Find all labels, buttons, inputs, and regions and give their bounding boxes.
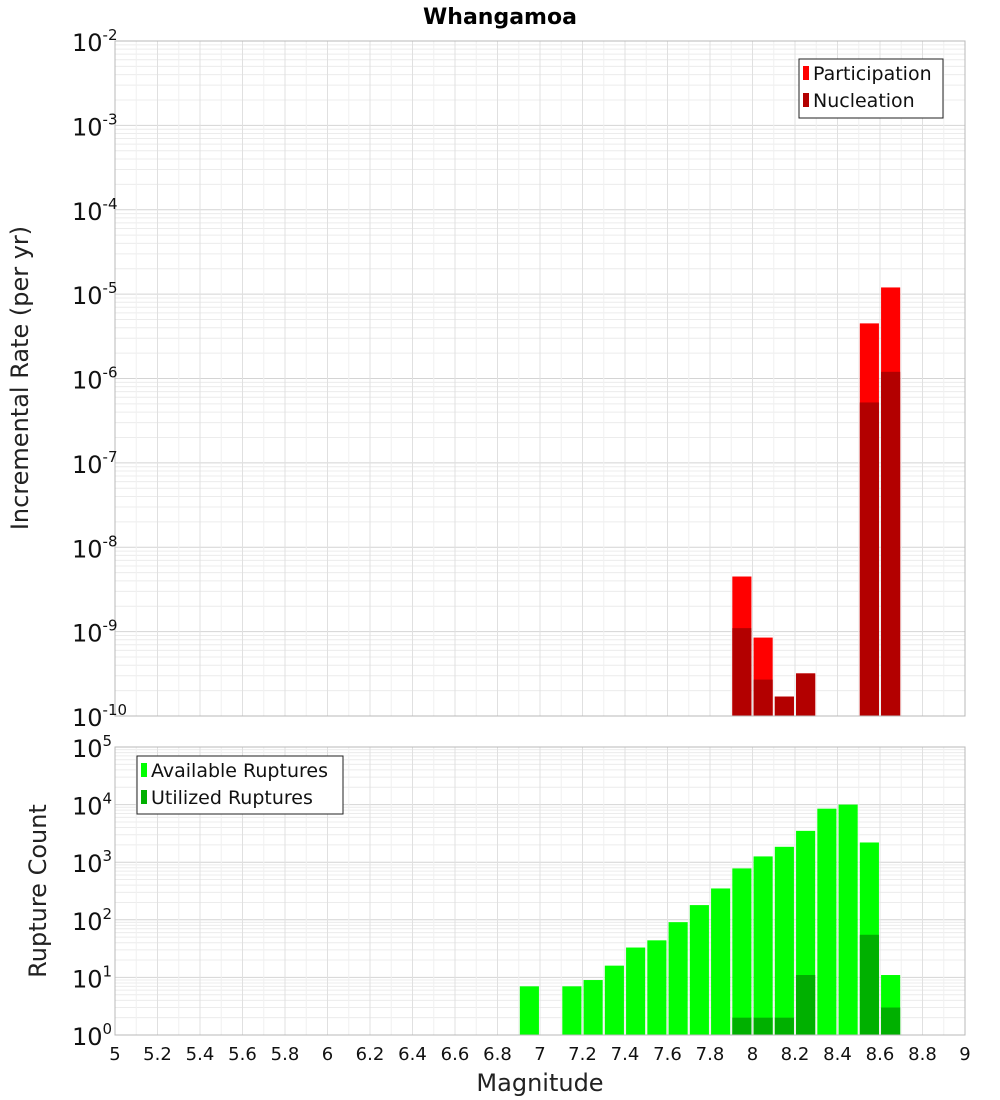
bar: [711, 888, 731, 1035]
grid: [114, 41, 966, 717]
series-utilized-ruptures: [732, 934, 901, 1035]
series-available-ruptures: [519, 804, 901, 1035]
x-ticks: 5 5.2 5.4 5.6 5.8 6 6.2 6.4 6.6 6.8 7 7.2 7.4 7.6 7.8 8…: [109, 1044, 970, 1065]
bar: [817, 808, 837, 1035]
bar: [562, 986, 582, 1035]
chart-title: Whangamoa: [423, 5, 577, 30]
panel-0: 10-10 10-9 10-8 10-7 10-6 10-5 10-4 10-3 10-2 Inc…: [6, 26, 966, 732]
bar: [796, 975, 816, 1035]
bar: [796, 673, 816, 716]
x-tick-label: 7.8: [696, 1044, 725, 1065]
y-tick-label: 10-7: [72, 448, 118, 479]
bar: [583, 980, 603, 1035]
legend-swatch: [803, 93, 809, 107]
x-tick-label: 8.2: [781, 1044, 810, 1065]
y-tick-label: 10-6: [72, 364, 118, 395]
y-tick-label: 10-5: [72, 279, 118, 310]
y-tick-label: 104: [72, 790, 112, 821]
x-tick-label: 5.4: [186, 1044, 215, 1065]
y-tick-label: 10-10: [72, 701, 127, 732]
series-nucleation: [732, 371, 901, 716]
x-axis-label: Magnitude: [476, 1069, 603, 1097]
x-tick-label: 8.6: [866, 1044, 895, 1065]
bar: [881, 1007, 901, 1035]
x-tick-label: 6.6: [441, 1044, 470, 1065]
y-tick-label: 102: [72, 905, 112, 936]
bar: [689, 905, 709, 1035]
legend-label: Utilized Ruptures: [151, 787, 313, 809]
x-tick-label: 7.4: [611, 1044, 640, 1065]
x-tick-label: 6.4: [398, 1044, 427, 1065]
legend-swatch: [803, 66, 809, 80]
legend: Available Ruptures Utilized Ruptures: [136, 755, 344, 815]
y-tick-label: 10-4: [72, 195, 118, 226]
bar: [859, 402, 879, 716]
bar: [604, 965, 624, 1035]
x-tick-label: 5.2: [143, 1044, 172, 1065]
x-tick-label: 8: [747, 1044, 758, 1065]
legend-box: [136, 755, 344, 815]
y-tick-label: 10-8: [72, 532, 118, 563]
x-tick-label: 7: [534, 1044, 545, 1065]
x-tick-label: 5.8: [271, 1044, 300, 1065]
y-tick-label: 100: [72, 1020, 112, 1051]
bar: [774, 1017, 794, 1035]
legend-swatch: [141, 790, 147, 804]
y-tick-label: 105: [72, 732, 112, 763]
bar: [859, 934, 879, 1035]
y-ticks: 100 101 102 103 104 105: [72, 732, 112, 1051]
x-tick-label: 7.6: [653, 1044, 682, 1065]
bar: [626, 947, 646, 1035]
x-tick-label: 6.8: [483, 1044, 512, 1065]
x-tick-label: 5: [109, 1044, 120, 1065]
x-tick-label: 8.8: [908, 1044, 937, 1065]
legend-label: Nucleation: [813, 90, 915, 112]
legend: Participation Nucleation: [798, 58, 944, 119]
legend-label: Available Ruptures: [151, 760, 328, 782]
bar: [753, 856, 773, 1035]
bar: [732, 1017, 752, 1035]
bar: [838, 804, 858, 1035]
y-tick-label: 101: [72, 962, 112, 993]
x-tick-label: 6.2: [356, 1044, 385, 1065]
plot-border: [114, 746, 966, 1036]
bar: [732, 628, 752, 716]
x-tick-label: 6: [322, 1044, 333, 1065]
y-tick-label: 10-9: [72, 617, 118, 648]
x-tick-label: 7.2: [568, 1044, 597, 1065]
bar: [881, 371, 901, 716]
bar: [668, 922, 688, 1035]
legend-box: [798, 58, 944, 119]
legend-swatch: [141, 763, 147, 777]
y-axis-label: Incremental Rate (per yr): [6, 226, 34, 530]
bar: [753, 1017, 773, 1035]
panels: 10-10 10-9 10-8 10-7 10-6 10-5 10-4 10-3 10-2 Inc…: [6, 26, 971, 1065]
y-tick-label: 10-2: [72, 26, 118, 57]
legend-label: Participation: [813, 63, 932, 85]
y-tick-label: 10-3: [72, 110, 118, 141]
bar: [774, 846, 794, 1035]
bar: [753, 679, 773, 716]
bar: [647, 940, 667, 1035]
y-tick-label: 103: [72, 847, 112, 878]
x-tick-label: 9: [959, 1044, 970, 1065]
bar: [519, 986, 539, 1035]
panel-1: 100 101 102 103 104 105 5 5.2 5.4 5.6 5.8 6 6.2 6.4 6.…: [24, 732, 971, 1065]
y-ticks: 10-10 10-9 10-8 10-7 10-6 10-5 10-4 10-3 10-2: [72, 26, 127, 732]
plot-border: [114, 40, 966, 717]
y-axis-label: Rupture Count: [24, 804, 52, 978]
x-tick-label: 5.6: [228, 1044, 257, 1065]
bar: [774, 696, 794, 716]
bar: [732, 868, 752, 1035]
x-tick-label: 8.4: [823, 1044, 852, 1065]
